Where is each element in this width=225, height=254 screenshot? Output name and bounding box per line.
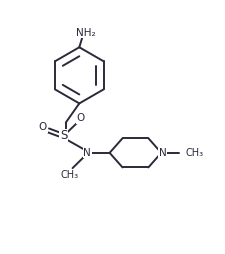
Text: N: N [158,148,166,158]
Text: S: S [60,130,67,142]
Text: N: N [83,148,91,158]
Text: NH₂: NH₂ [75,28,95,38]
Text: O: O [39,122,47,132]
Text: CH₃: CH₃ [185,148,203,158]
Text: CH₃: CH₃ [60,170,78,180]
Text: O: O [76,114,85,123]
